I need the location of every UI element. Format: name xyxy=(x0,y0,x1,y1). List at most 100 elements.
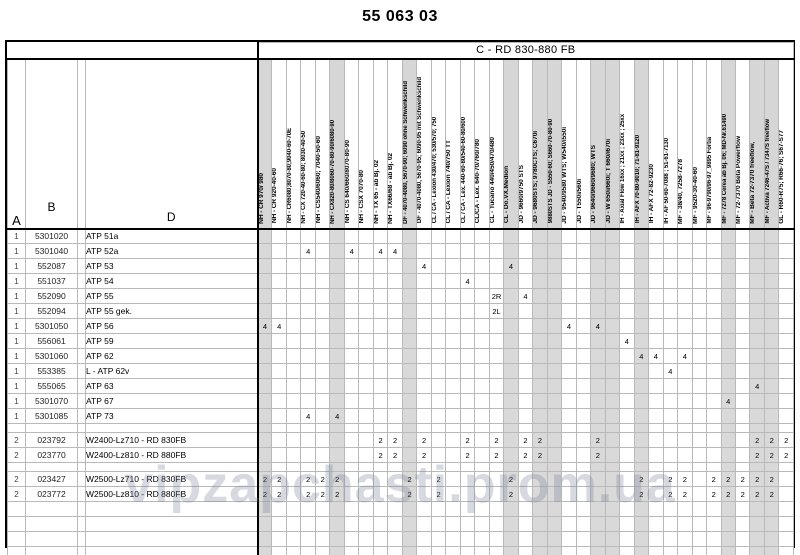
spacer-cell xyxy=(590,423,606,433)
cell-compat-23 xyxy=(590,273,606,289)
cell-compat-12 xyxy=(430,303,447,319)
empty-cell xyxy=(343,516,360,532)
cell-compat-7 xyxy=(358,228,374,244)
table-row[interactable]: 1 5301060 ATP 62 4 4 4 xyxy=(7,348,795,364)
cell-compat-3 xyxy=(300,228,316,244)
cell-compat-14 xyxy=(459,258,476,274)
cell-compat-22 xyxy=(575,486,592,502)
empty-cell xyxy=(720,531,737,547)
cell-partnumber-b: 5301050 xyxy=(25,318,78,334)
cell-marker-c xyxy=(77,273,86,289)
table-row[interactable]: 1 552090 ATP 55 2R 4 xyxy=(7,288,795,304)
cell-compat-29 xyxy=(677,447,693,463)
table-row[interactable]: 1 5301020 ATP 51a xyxy=(7,228,795,244)
cell-compat-35: 2 xyxy=(763,432,780,448)
cell-compat-12 xyxy=(430,447,447,463)
empty-cell xyxy=(300,546,316,555)
cell-compat-27 xyxy=(648,303,664,319)
empty-cell xyxy=(7,516,26,532)
cell-compat-35: 2 xyxy=(763,471,780,487)
cell-qty-a: 2 xyxy=(7,447,26,463)
cell-compat-7 xyxy=(358,393,374,409)
cell-compat-13 xyxy=(445,486,461,502)
empty-cell xyxy=(488,516,505,532)
cell-compat-3 xyxy=(300,348,316,364)
table-row[interactable]: 1 5301085 ATP 73 4 4 xyxy=(7,408,795,424)
cell-compat-31 xyxy=(705,393,722,409)
cell-compat-6 xyxy=(343,447,360,463)
cell-compat-9 xyxy=(387,486,403,502)
cell-marker-c xyxy=(77,432,86,448)
column-header-machine-9: NH - TX66/68 - ab Bj. 02 xyxy=(387,58,403,230)
cell-compat-33 xyxy=(734,258,751,274)
cell-compat-22 xyxy=(575,471,592,487)
cell-compat-29 xyxy=(677,363,693,379)
cell-compat-10 xyxy=(401,447,418,463)
cell-compat-6 xyxy=(343,378,360,394)
table-row[interactable]: 1 555065 ATP 63 4 xyxy=(7,378,795,394)
table-row[interactable]: 1 556061 ATP 59 4 xyxy=(7,333,795,349)
cell-compat-15 xyxy=(474,318,490,334)
cell-qty-a: 1 xyxy=(7,408,26,424)
table-row[interactable]: 1 553385 L - ATP 62v 4 xyxy=(7,363,795,379)
table-row[interactable]: 2 023792 W2400-Lz710 - RD 830FB 2 2 2 2 2 2 2 2 2 2 2 xyxy=(7,432,795,448)
empty-cell xyxy=(561,546,577,555)
cell-compat-12: 2 xyxy=(430,471,447,487)
spacer-cell xyxy=(314,423,331,433)
cell-compat-4 xyxy=(314,333,331,349)
table-row[interactable]: 1 551037 ATP 54 4 xyxy=(7,273,795,289)
spacer-cell xyxy=(343,423,360,433)
spacer-cell xyxy=(517,423,534,433)
cell-compat-11 xyxy=(416,303,432,319)
empty-cell xyxy=(503,516,519,532)
cell-compat-33 xyxy=(734,432,751,448)
table-row[interactable]: 2 023772 W2500-Lz810 - RD 880FB 2 2 2 2 2 2 2 2 2 2 2… xyxy=(7,486,795,502)
table-row[interactable]: 1 552094 ATP 55 gek. 2L xyxy=(7,303,795,319)
cell-compat-31 xyxy=(705,432,722,448)
cell-compat-13 xyxy=(445,303,461,319)
cell-partnumber-b: 552094 xyxy=(25,303,78,319)
cell-compat-14 xyxy=(459,243,476,259)
cell-compat-17 xyxy=(503,348,519,364)
cell-compat-28 xyxy=(662,303,679,319)
cell-compat-34 xyxy=(749,363,765,379)
empty-cell xyxy=(517,501,534,517)
cell-compat-32 xyxy=(720,258,737,274)
empty-cell xyxy=(372,516,389,532)
table-row[interactable]: 1 5301050 ATP 56 4 4 4 4 xyxy=(7,318,795,334)
cell-compat-28 xyxy=(662,318,679,334)
cell-compat-31 xyxy=(705,243,722,259)
empty-cell xyxy=(648,546,664,555)
table-row[interactable]: 2 023427 W2500-Lz710 - RD 830FB 2 2 2 2 2 2 2 2 2 2 2… xyxy=(7,471,795,487)
cell-compat-31 xyxy=(705,348,722,364)
column-header-machine-19: JD - 9680STS; 9780CTS; C670i xyxy=(532,58,548,230)
group-header-label: C - RD 830-880 FB xyxy=(256,42,795,60)
empty-cell xyxy=(7,546,26,555)
column-header-label: DF - 4070-4080, 5670-95; 6090-95 mit Sch… xyxy=(416,77,424,224)
cell-compat-2 xyxy=(285,432,302,448)
empty-cell xyxy=(705,531,722,547)
cell-compat-5 xyxy=(329,432,345,448)
cell-compat-4 xyxy=(314,378,331,394)
cell-compat-4 xyxy=(314,243,331,259)
spacer-cell xyxy=(662,423,679,433)
cell-compat-6 xyxy=(343,258,360,274)
cell-compat-31 xyxy=(705,288,722,304)
cell-compat-34 xyxy=(749,333,765,349)
cell-compat-36 xyxy=(778,288,795,304)
cell-compat-25 xyxy=(619,258,635,274)
column-header-label: IH - AF 50-60-7088 ; 51-61-7130 xyxy=(663,137,670,224)
column-header-a: A xyxy=(7,58,26,230)
cell-compat-36 xyxy=(778,273,795,289)
table-row[interactable]: 1 552087 ATP 53 4 4 xyxy=(7,258,795,274)
column-header-machine-10: DF - 4070-4080, 5670-90; 6090 ohne Schwe… xyxy=(401,58,418,230)
cell-compat-18 xyxy=(517,348,534,364)
cell-compat-26: 4 xyxy=(633,348,650,364)
table-row[interactable]: 1 5301040 ATP 52a 4 4 4 4 xyxy=(7,243,795,259)
table-row[interactable]: 2 023770 W2400-Lz810 - RD 880FB 2 2 2 2 2 2 2 2 2 2 2 xyxy=(7,447,795,463)
table-row[interactable]: 1 5301070 ATP 67 4 xyxy=(7,393,795,409)
spacer-cell xyxy=(314,462,331,472)
cell-compat-24 xyxy=(604,348,621,364)
column-header-machine-2: NH - CR6080;8070-80;9040-60-70E xyxy=(285,58,302,230)
